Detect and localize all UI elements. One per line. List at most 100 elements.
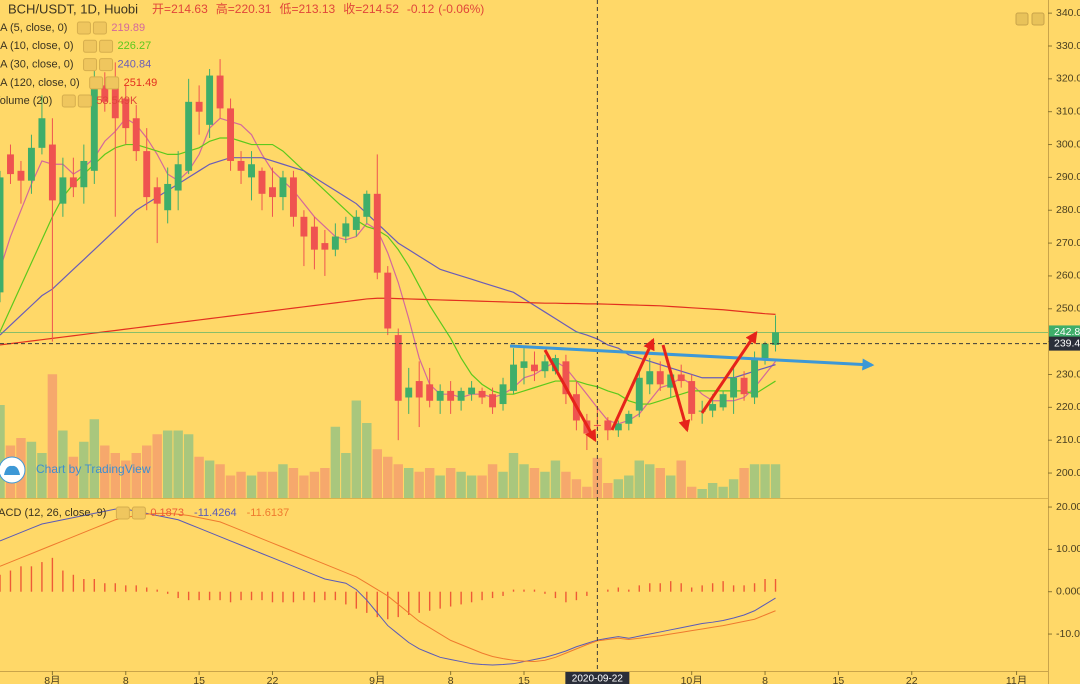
legend-icon[interactable] xyxy=(99,39,114,53)
watermark: Chart by TradingView xyxy=(0,456,151,484)
change-value: -0.12 xyxy=(407,2,435,16)
volume-bar xyxy=(131,453,141,498)
volume-bar xyxy=(152,434,162,498)
volume-bar xyxy=(445,468,456,498)
legend-icon[interactable] xyxy=(89,76,104,90)
candle-body xyxy=(436,390,444,401)
legend-value: 53.549K xyxy=(96,95,138,107)
candle-body xyxy=(656,371,664,385)
macd-tick-label: 0.000 xyxy=(1056,585,1080,597)
drawing-arrow xyxy=(661,344,691,433)
legend-name: MA (30, close, 0) xyxy=(0,59,74,71)
volume-bar xyxy=(309,471,320,498)
volume-bar xyxy=(540,471,550,498)
last-price-box xyxy=(1049,325,1080,340)
legend-icon[interactable] xyxy=(61,94,76,108)
volume-bar xyxy=(414,471,424,498)
candle-body xyxy=(279,177,287,198)
ohlc-label: 收= xyxy=(343,2,362,16)
drawing-arrow xyxy=(543,349,597,443)
y-tick-label: 280.0 xyxy=(1056,204,1080,216)
y-tick-label: 290.0 xyxy=(1056,171,1080,183)
volume-bar xyxy=(225,475,236,498)
drawing-arrow xyxy=(700,331,758,414)
y-tick-label: 320.0 xyxy=(1056,73,1080,85)
volume-bar xyxy=(645,464,655,498)
x-tick-label: 8月 xyxy=(44,675,60,684)
macd-tick-label: 20.000 xyxy=(1056,501,1080,513)
y-tick-label: 270.0 xyxy=(1056,237,1080,249)
change-percent: (-0.06%) xyxy=(438,2,484,16)
legend-value: 219.89 xyxy=(111,22,145,34)
candle-body xyxy=(0,177,4,293)
toolbar-button[interactable] xyxy=(1031,12,1045,26)
legend-value: 251.49 xyxy=(124,77,158,89)
legend-icon[interactable] xyxy=(83,58,98,72)
candle-body xyxy=(69,177,77,188)
candle-body xyxy=(447,390,455,401)
candle-body xyxy=(625,413,633,424)
crosshair-price-box xyxy=(1049,336,1080,351)
volume-bar xyxy=(435,475,445,498)
volume-bar xyxy=(351,400,362,498)
candle-body xyxy=(59,177,67,204)
volume-bar xyxy=(0,405,5,498)
candle-body xyxy=(143,151,151,198)
legend-icon[interactable] xyxy=(76,21,91,35)
volume-bar xyxy=(246,475,257,498)
candle-body xyxy=(740,377,748,395)
candle-body xyxy=(677,374,685,382)
volume-bar xyxy=(37,453,47,498)
volume-bar xyxy=(110,453,120,498)
crosshair-date-box xyxy=(565,672,630,684)
legend-icon[interactable] xyxy=(115,506,130,520)
legend-icon[interactable] xyxy=(83,39,98,53)
legend-icon[interactable] xyxy=(77,94,92,108)
drawing-arrow xyxy=(610,337,655,431)
candle-body xyxy=(604,420,612,431)
legend-icon[interactable] xyxy=(105,76,120,90)
legend-icon[interactable] xyxy=(131,506,146,520)
legend-name: Volume (20) xyxy=(0,95,52,107)
legend-icon[interactable] xyxy=(92,21,107,35)
volume-bar xyxy=(278,464,288,498)
volume-bar xyxy=(498,471,508,498)
legend-value: -11.6137 xyxy=(247,507,290,519)
x-tick-label: 9月 xyxy=(369,675,385,684)
y-tick-label: 260.0 xyxy=(1056,270,1080,282)
moving-average-line xyxy=(0,117,776,425)
legend-value: 226.27 xyxy=(118,40,152,52)
candle-body xyxy=(48,144,56,201)
candle-body xyxy=(331,236,339,250)
legends: BCH/USDT, 1D, Huobi 开= 214.63 高= 220.31 低= 213… xyxy=(0,1,484,520)
volume-bar xyxy=(424,468,435,498)
toolbar[interactable] xyxy=(1015,12,1045,26)
volume-bar xyxy=(215,464,225,498)
price-pane xyxy=(0,59,1048,498)
candle-body xyxy=(373,193,381,273)
moving-average-line xyxy=(0,157,776,379)
candle-body xyxy=(80,160,88,188)
ohlc-value: 220.31 xyxy=(235,2,272,16)
candle-body xyxy=(635,377,643,411)
ohlc-label: 开= xyxy=(152,2,171,16)
y-tick-label: 220.0 xyxy=(1056,401,1080,413)
candle-body xyxy=(7,154,14,175)
legend-icon[interactable] xyxy=(99,58,114,72)
candle-body xyxy=(426,384,434,401)
toolbar-button[interactable] xyxy=(1015,12,1029,26)
candle-body xyxy=(510,364,517,391)
watermark-text: Chart by TradingView xyxy=(36,462,151,476)
volume-bar xyxy=(707,483,718,498)
candle-body xyxy=(489,394,497,408)
x-tick-label: 8 xyxy=(123,675,129,684)
volume-bar xyxy=(718,486,728,498)
candle-body xyxy=(541,361,549,372)
legend-name: MA (120, close, 0) xyxy=(0,77,80,89)
volume-bar xyxy=(330,426,341,498)
candle-body xyxy=(206,75,214,125)
y-tick-label: 330.0 xyxy=(1056,40,1080,52)
